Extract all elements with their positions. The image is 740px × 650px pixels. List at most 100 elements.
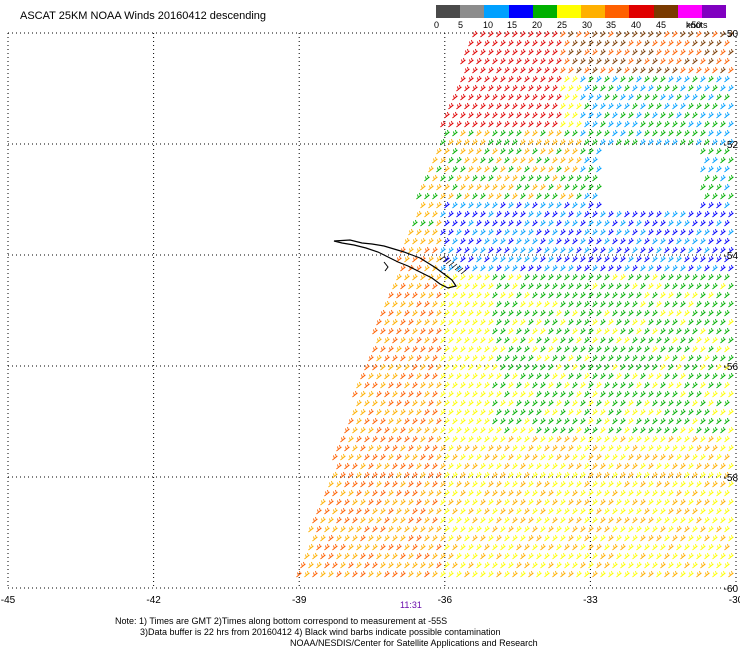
wind-barb (400, 372, 406, 380)
wind-barb (656, 372, 662, 380)
wind-barb (500, 57, 506, 65)
wind-barb (684, 345, 690, 353)
wind-barb (528, 570, 534, 578)
wind-barb (500, 273, 506, 281)
wind-barb (592, 498, 598, 506)
wind-barb (472, 102, 478, 110)
wind-barb (568, 534, 574, 542)
wind-barb (648, 120, 654, 128)
wind-barb (552, 30, 558, 38)
wind-barb (464, 120, 470, 128)
wind-barb (620, 453, 626, 461)
wind-barb (316, 561, 322, 569)
wind-barb (640, 462, 646, 470)
wind-barb (684, 309, 690, 317)
wind-barb (536, 192, 542, 200)
wind-barb (604, 453, 610, 461)
wind-barb (496, 408, 502, 416)
wind-barb (464, 102, 470, 110)
wind-barb (420, 381, 426, 389)
wind-barb (484, 453, 490, 461)
wind-barb (552, 300, 558, 308)
wind-barb (688, 516, 694, 524)
wind-barb (396, 543, 402, 551)
wind-barb (512, 408, 518, 416)
wind-barb (372, 417, 378, 425)
wind-barb (556, 75, 562, 83)
wind-barb (428, 435, 434, 443)
wind-barb (380, 471, 386, 479)
wind-barb (496, 480, 502, 488)
wind-barb (620, 129, 626, 137)
wind-barb (576, 156, 582, 164)
wind-barb (636, 363, 642, 371)
wind-barb (552, 84, 558, 92)
wind-barb (720, 156, 726, 164)
wind-barb (468, 165, 474, 173)
wind-barb (720, 264, 726, 272)
wind-barb (416, 192, 422, 200)
wind-barb (576, 426, 582, 434)
colorbar-unit: knots (686, 20, 708, 30)
wind-barb (492, 453, 498, 461)
wind-barb (688, 102, 694, 110)
wind-barb (564, 453, 570, 461)
wind-barb (684, 543, 690, 551)
colorbar-swatch (605, 5, 630, 18)
wind-barb (608, 138, 614, 146)
wind-barb (636, 57, 642, 65)
wind-barb (484, 435, 490, 443)
wind-barb (636, 327, 642, 335)
wind-barb (652, 561, 658, 569)
wind-barb (476, 435, 482, 443)
wind-barb (728, 246, 734, 254)
wind-barb (660, 93, 666, 101)
wind-barb (560, 228, 566, 236)
wind-barb (384, 480, 390, 488)
wind-barb (676, 291, 682, 299)
wind-barb (452, 453, 458, 461)
wind-barb (396, 435, 402, 443)
wind-barb (504, 552, 510, 560)
wind-barb (448, 408, 454, 416)
wind-barb (568, 246, 574, 254)
wind-barb (688, 318, 694, 326)
wind-barb (468, 201, 474, 209)
wind-barb (576, 570, 582, 578)
wind-barb (680, 138, 686, 146)
wind-barb (616, 246, 622, 254)
wind-barb (536, 174, 542, 182)
wind-barb (532, 273, 538, 281)
wind-barb (720, 570, 726, 578)
wind-barb (504, 174, 510, 182)
wind-barb (540, 147, 546, 155)
wind-barb (372, 543, 378, 551)
wind-barb (712, 300, 718, 308)
wind-barb (484, 327, 490, 335)
wind-barb (480, 84, 486, 92)
wind-barb (696, 102, 702, 110)
wind-barb (376, 462, 382, 470)
wind-barb (464, 210, 470, 218)
wind-barb (520, 66, 526, 74)
wind-barb (600, 318, 606, 326)
wind-barb (692, 129, 698, 137)
wind-barb (600, 264, 606, 272)
wind-barb (648, 498, 654, 506)
wind-barb (432, 462, 438, 470)
wind-barb (556, 417, 562, 425)
wind-barb (728, 426, 734, 434)
wind-barb (608, 570, 614, 578)
wind-barb (516, 543, 522, 551)
wind-barb (480, 228, 486, 236)
wind-barb (512, 174, 518, 182)
wind-barb (608, 318, 614, 326)
wind-barb (432, 498, 438, 506)
wind-barb (440, 138, 446, 146)
axis-tick-labels: -45-42-39-36-33-30-50-52-54-56-58-60 (1, 29, 740, 606)
wind-barb (536, 516, 542, 524)
wind-barb (464, 570, 470, 578)
wind-barb (716, 489, 722, 497)
wind-barb (440, 318, 446, 326)
wind-barb (360, 462, 366, 470)
